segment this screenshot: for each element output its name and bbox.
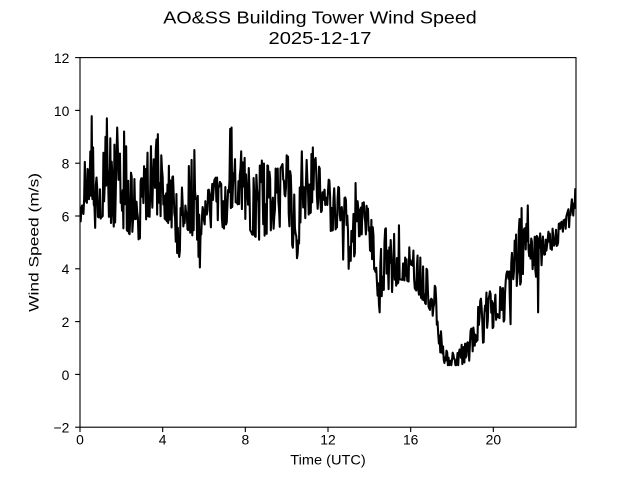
svg-text:Wind Speed (m/s): Wind Speed (m/s) — [25, 173, 41, 312]
svg-text:0: 0 — [62, 367, 70, 383]
svg-text:4: 4 — [159, 431, 167, 447]
svg-text:−2: −2 — [53, 420, 69, 436]
svg-text:12: 12 — [54, 50, 70, 66]
svg-text:8: 8 — [241, 431, 249, 447]
svg-text:8: 8 — [62, 156, 70, 172]
svg-text:16: 16 — [403, 431, 419, 447]
svg-text:2025-12-17: 2025-12-17 — [269, 28, 372, 48]
svg-text:0: 0 — [76, 431, 84, 447]
svg-text:2: 2 — [62, 314, 70, 330]
svg-text:4: 4 — [62, 261, 70, 277]
svg-text:20: 20 — [486, 431, 502, 447]
svg-text:12: 12 — [320, 431, 336, 447]
svg-text:AO&SS Building Tower Wind Spee: AO&SS Building Tower Wind Speed — [163, 8, 477, 28]
svg-text:10: 10 — [54, 103, 70, 119]
svg-text:Time (UTC): Time (UTC) — [290, 451, 366, 467]
svg-text:6: 6 — [62, 208, 70, 224]
